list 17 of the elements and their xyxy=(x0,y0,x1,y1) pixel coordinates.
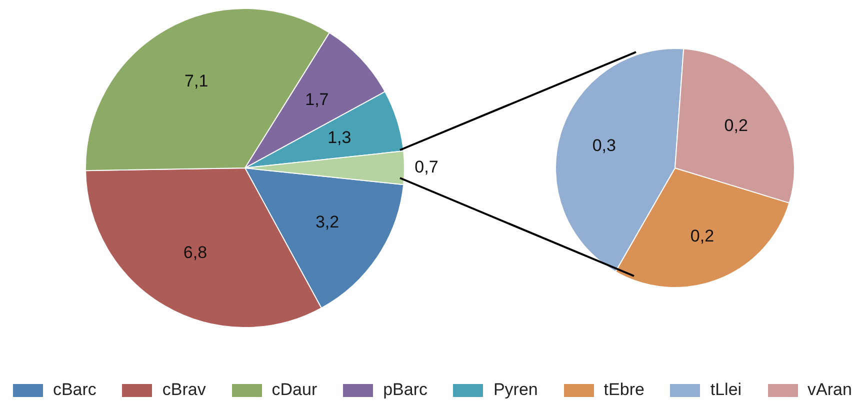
legend-label: cBrav xyxy=(161,380,206,400)
data-label: 1,7 xyxy=(305,90,329,109)
data-label: 6,8 xyxy=(183,243,208,262)
legend-label: tLlei xyxy=(709,380,742,400)
data-label: 0,2 xyxy=(724,116,748,135)
data-label: 1,3 xyxy=(328,128,352,148)
data-label: 7,1 xyxy=(184,72,208,91)
legend-label: cBarc xyxy=(52,380,96,400)
legend-label: pBarc xyxy=(382,380,428,400)
data-label: 0,2 xyxy=(690,226,714,246)
legend-label: vAran xyxy=(806,380,852,400)
data-label: 0,3 xyxy=(592,136,616,156)
data-label: 0,7 xyxy=(414,158,438,177)
legend-label: tEbre xyxy=(602,380,644,400)
data-label: 3,2 xyxy=(315,212,340,232)
legend-label: Pyren xyxy=(492,380,538,400)
legend-label: cDaur xyxy=(270,380,318,400)
